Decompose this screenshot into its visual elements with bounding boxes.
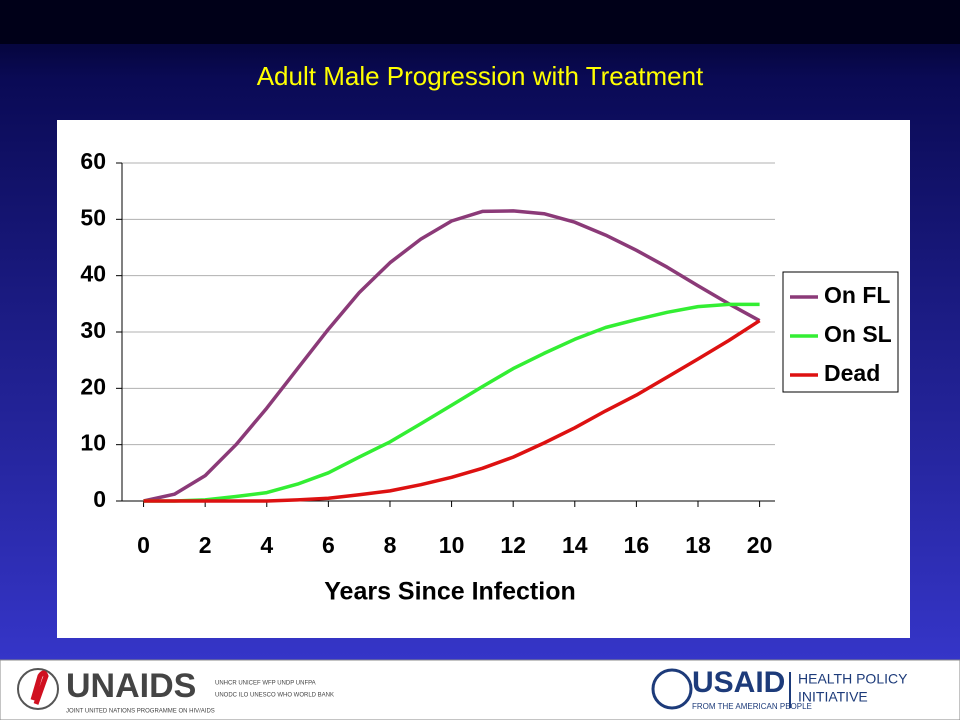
legend-box	[782, 271, 899, 393]
legend-label: On SL	[824, 321, 892, 347]
x-tick-label: 14	[562, 532, 588, 558]
hpi-logo: HEALTH POLICY	[798, 671, 908, 687]
y-tick-label: 10	[80, 430, 106, 456]
y-tick-label: 0	[93, 486, 106, 512]
usaid-seal	[651, 668, 693, 710]
un-emblem	[17, 668, 59, 710]
chart-panel	[57, 120, 910, 638]
x-tick-label: 10	[439, 532, 465, 558]
unaids-logo: UNAIDS	[66, 667, 196, 705]
hpi-logo: INITIATIVE	[798, 689, 868, 705]
red-ribbon	[30, 670, 49, 705]
x-tick-label: 2	[199, 532, 212, 558]
usaid-logo: USAID	[692, 666, 785, 699]
cosponsors: UNHCR UNICEF WFP UNDP UNFPA	[215, 681, 316, 687]
x-axis-title: Years Since Infection	[324, 578, 576, 606]
x-tick-label: 16	[624, 532, 650, 558]
x-tick-label: 4	[260, 532, 273, 558]
footer-band	[0, 659, 960, 720]
unaids-subtitle: JOINT UNITED NATIONS PROGRAMME ON HIV/AI…	[66, 709, 215, 715]
usaid-subtitle: FROM THE AMERICAN PEOPLE	[692, 702, 812, 711]
y-tick-label: 60	[80, 148, 106, 174]
cosponsors: UNODC ILO UNESCO WHO WORLD BANK	[215, 693, 334, 699]
x-tick-label: 20	[747, 532, 773, 558]
x-tick-label: 18	[685, 532, 711, 558]
x-tick-label: 12	[500, 532, 526, 558]
legend-label: Dead	[824, 360, 880, 386]
series-line	[143, 209, 761, 503]
slide-title: Adult Male Progression with Treatment	[257, 61, 704, 91]
footer: UNAIDS JOINT UNITED NATIONS PROGRAMME ON…	[0, 659, 960, 720]
y-tick-label: 20	[80, 373, 106, 399]
legend-label: On FL	[824, 282, 890, 308]
y-tick-label: 40	[80, 261, 106, 287]
series-line	[143, 302, 760, 503]
y-tick-label: 50	[80, 204, 106, 230]
top-band	[0, 0, 960, 44]
x-tick-label: 0	[137, 532, 150, 558]
chart: 0 10 20 30 40 50 60 0 2 4 6 8 10 12 14 16 18 20	[80, 148, 775, 558]
x-tick-label: 6	[322, 532, 335, 558]
x-tick-label: 8	[384, 532, 397, 558]
series-line	[143, 319, 761, 503]
y-tick-label: 30	[80, 317, 106, 343]
